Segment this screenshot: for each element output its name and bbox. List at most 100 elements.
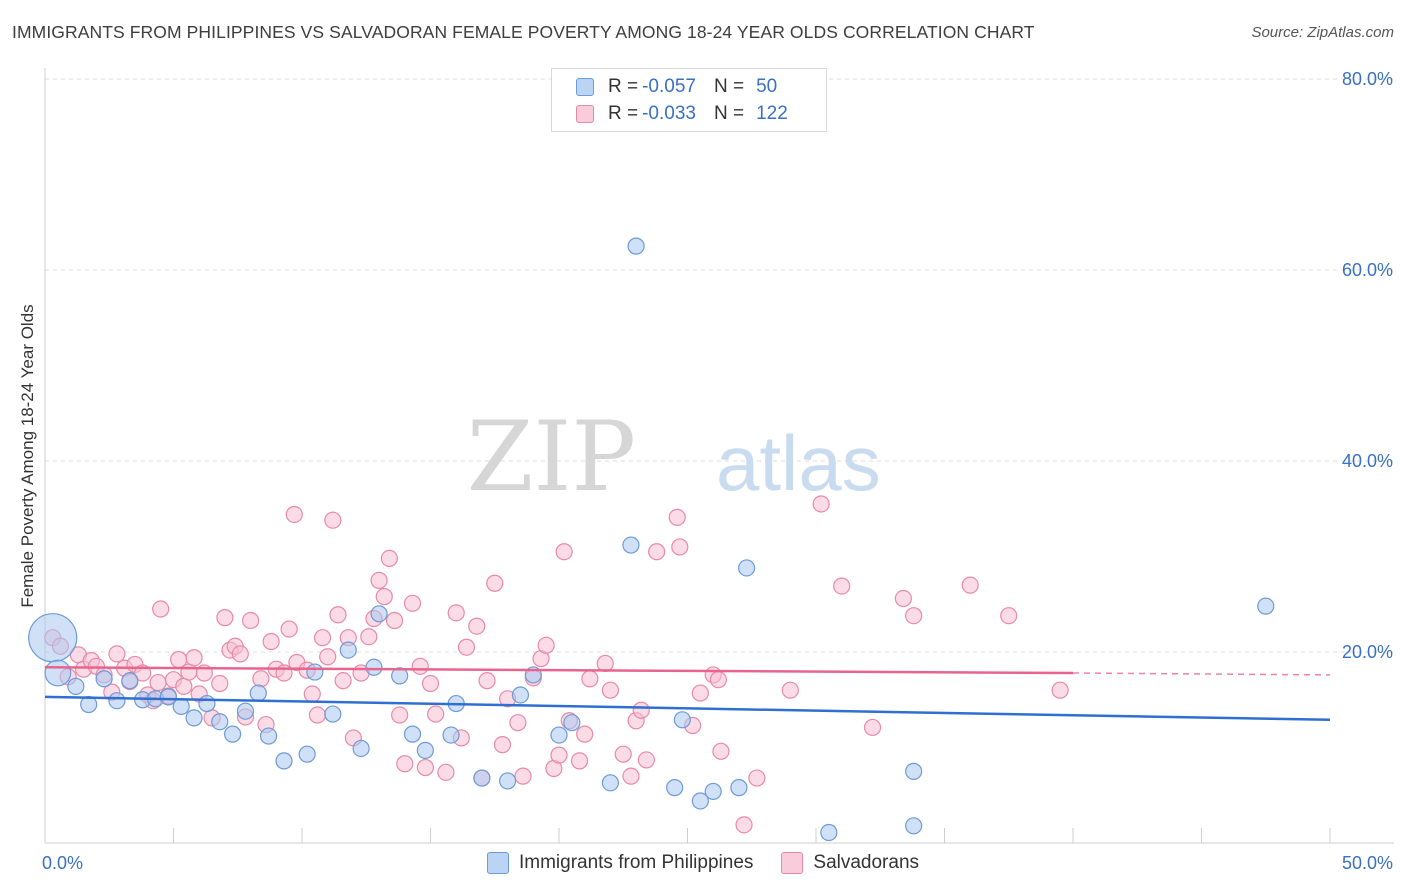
philippines-point [416, 741, 434, 759]
salvadorans-point [468, 617, 486, 635]
salvadorans-point [550, 746, 568, 764]
philippines-point [905, 762, 923, 780]
salvadorans-point [712, 742, 730, 760]
philippines-point [563, 714, 581, 732]
salvadorans-point [385, 611, 404, 630]
salvadorans-point [280, 620, 298, 638]
salvadorans-point [894, 589, 912, 608]
salvadorans-point [447, 604, 465, 622]
philippines-point [224, 725, 242, 743]
salvadorans-point [781, 681, 799, 699]
philippines-point [622, 536, 640, 554]
salvadorans-point [308, 706, 327, 724]
philippines-point [108, 692, 126, 710]
philippines-point [550, 726, 568, 744]
legend-swatch-philippines [486, 852, 509, 874]
grid-lines [45, 78, 1394, 653]
legend-item-philippines: Immigrants from Philippines [486, 852, 754, 874]
salvadorans-point [180, 663, 198, 681]
legend-item-salvadorans: Salvadorans [781, 852, 919, 874]
series-legend: Immigrants from Philippines Salvadorans [0, 852, 1406, 874]
salvadorans-point [149, 673, 167, 692]
philippines-point [275, 752, 293, 770]
salvadorans-point [514, 767, 532, 785]
legend-swatch-philippines [576, 78, 594, 96]
philippines-point [259, 727, 278, 745]
salvadorans-point [576, 725, 594, 743]
philippines-point [198, 694, 216, 713]
salvadorans-point [252, 670, 270, 688]
salvadorans-point [396, 755, 414, 773]
salvadorans-point [748, 769, 766, 787]
philippines-point [324, 705, 342, 723]
philippines-point [730, 779, 748, 797]
philippines-point [601, 774, 620, 792]
salvadorans-point [833, 577, 851, 595]
philippines-point [691, 792, 709, 810]
salvadorans-point [486, 574, 504, 592]
salvadorans-point [735, 816, 753, 834]
salvadorans-point [380, 549, 398, 568]
philippines-point [249, 684, 267, 702]
salvadorans-point [391, 706, 409, 724]
philippines-point [511, 686, 530, 704]
x-tick-label: 0.0% [42, 853, 83, 873]
legend-r-value: -0.033 [642, 103, 696, 124]
philippines-point [236, 702, 255, 720]
philippines-point [298, 745, 316, 763]
y-tick-label: 40.0% [1342, 451, 1393, 471]
salvadorans-point [242, 611, 260, 630]
salvadorans-point [478, 672, 496, 690]
salvadorans-point [961, 576, 979, 594]
chart-title: IMMIGRANTS FROM PHILIPPINES VS SALVADORA… [12, 22, 1035, 42]
legend-label-philippines: Immigrants from Philippines [518, 852, 754, 873]
salvadorans-trend-line [44, 666, 1074, 675]
salvadorans-point [493, 736, 512, 754]
philippines-point [391, 667, 409, 685]
salvadorans-point [632, 701, 650, 719]
salvadorans-point [427, 705, 445, 723]
salvadorans-point [555, 543, 573, 561]
salvadorans-point [416, 758, 434, 777]
y-axis-label: Female Poverty Among 18-24 Year Olds [18, 304, 37, 607]
philippines-point [172, 697, 190, 716]
salvadorans-point [324, 511, 342, 529]
salvadorans-point [421, 674, 440, 693]
salvadorans-point [375, 588, 393, 606]
salvadorans-point [411, 657, 429, 675]
salvadorans-point [622, 767, 640, 785]
salvadorans-point [185, 649, 203, 667]
philippines-point [121, 672, 139, 690]
philippines-point [28, 613, 78, 663]
x-tick-label: 50.0% [1342, 853, 1393, 873]
philippines-point [67, 677, 85, 695]
philippines-point [365, 658, 383, 676]
philippines-point [673, 711, 691, 729]
philippines-point [306, 663, 324, 681]
salvadorans-point [637, 751, 655, 769]
salvadorans-points [44, 495, 1069, 834]
salvadorans-point [175, 677, 193, 695]
salvadorans-point [360, 628, 378, 646]
philippines-point [1257, 597, 1275, 615]
salvadorans-point [313, 629, 332, 647]
salvadorans-point [581, 670, 599, 688]
philippines-point [905, 817, 923, 835]
legend-r-value: -0.057 [642, 76, 696, 97]
salvadorans-point [570, 752, 589, 770]
salvadorans-point [152, 600, 170, 618]
legend-row-philippines: R = -0.057 N = 50 [576, 75, 777, 99]
salvadorans-point [211, 674, 229, 693]
salvadorans-point [370, 571, 388, 589]
philippines-point [370, 605, 388, 623]
philippines-point [95, 670, 113, 688]
tick-labels: 20.0% 40.0% 60.0% 80.0% 0.0% 50.0% [42, 69, 1393, 873]
salvadorans-point [1000, 607, 1018, 625]
watermark-atlas: atlas [716, 419, 881, 507]
axes [44, 68, 1394, 844]
salvadorans-trend-extension [1072, 672, 1331, 676]
philippines-point [666, 779, 684, 797]
philippines-point [473, 769, 491, 787]
salvadorans-point [601, 681, 620, 699]
philippines-point [704, 782, 722, 801]
